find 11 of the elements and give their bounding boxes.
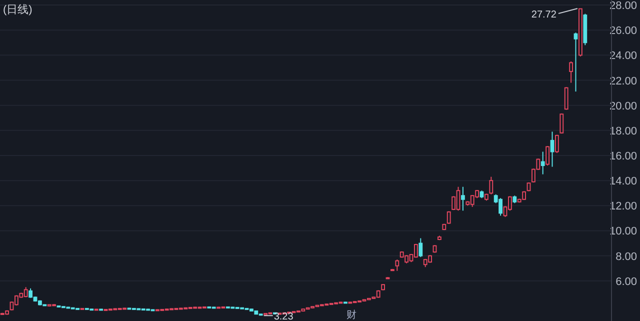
annotation: 3.23: [274, 312, 294, 321]
y-tick-label: 10.00: [609, 226, 637, 238]
chart-title: (日线): [3, 3, 32, 16]
y-tick-label: 6.00: [616, 276, 637, 288]
y-tick-label: 18.00: [609, 125, 637, 138]
annotation: 财: [346, 309, 356, 321]
y-tick-label: 14.00: [609, 176, 637, 188]
y-tick-label: 12.00: [609, 200, 637, 213]
y-tick-label: 8.00: [616, 250, 637, 263]
y-tick-label: 16.00: [609, 150, 637, 162]
annotation: 27.72: [531, 10, 557, 21]
